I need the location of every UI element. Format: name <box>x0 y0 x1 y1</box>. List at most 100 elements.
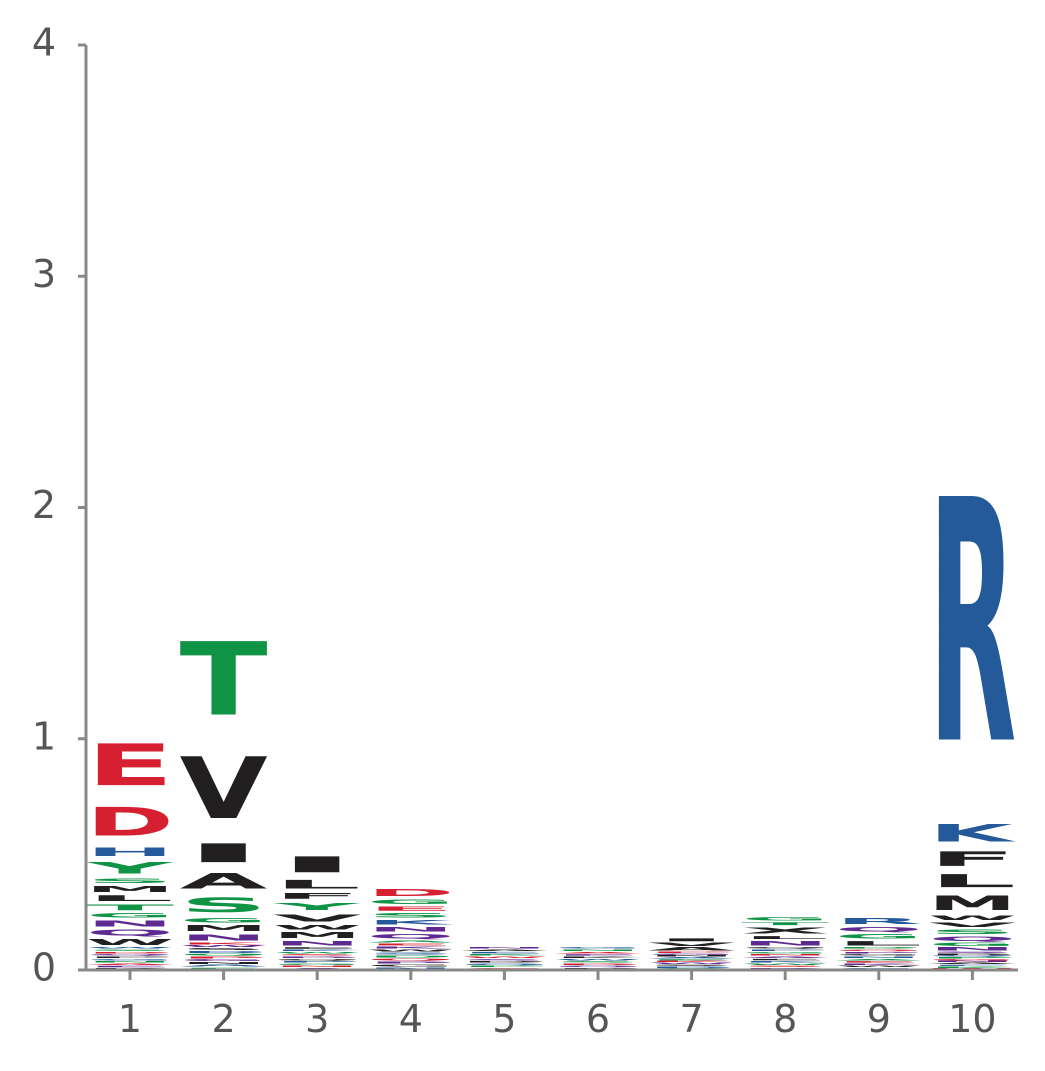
noise-letter: K <box>928 966 1016 968</box>
letter-V: V <box>648 942 736 947</box>
noise-letter: P <box>367 961 455 964</box>
x-tick-label: 3 <box>305 997 329 1041</box>
letter-Q: Q <box>928 935 1016 942</box>
noise-letter: A <box>741 956 829 958</box>
letter-F: F <box>928 847 1016 870</box>
noise-letter: G <box>180 959 268 962</box>
x-tick-label: 1 <box>118 997 142 1041</box>
letter-E: E <box>367 905 455 912</box>
noise-letter: A <box>554 951 642 953</box>
y-tick-label: 1 <box>32 714 56 758</box>
letter-R: R <box>928 429 1016 818</box>
noise-letter: G <box>928 959 1016 961</box>
logo-letters: KEANGPQDSWWQNGTLMSYHDEEANGPQDSWKNMGSAIVT… <box>86 429 1017 970</box>
noise-letter: A <box>928 963 1016 965</box>
x-axis-ticks: 1 2 3 4 5 6 7 8 9 10 <box>118 970 997 1041</box>
noise-letter: N <box>835 956 923 958</box>
noise-letter: G <box>741 952 829 954</box>
letter-Y: Y <box>273 901 362 913</box>
letter-K: K <box>928 820 1016 848</box>
noise-letter: A <box>460 949 548 951</box>
noise-letter: A <box>86 963 174 965</box>
noise-letter: S <box>928 952 1016 954</box>
letter-Q: Q <box>86 929 174 938</box>
letter-G: G <box>835 933 923 940</box>
noise-letter: P <box>835 952 923 954</box>
noise-letter: S <box>554 961 642 963</box>
letter-T: T <box>180 622 268 739</box>
noise-letter: Q <box>554 965 642 967</box>
noise-letter: G <box>835 954 923 956</box>
letter-S: S <box>367 912 455 919</box>
letter-N: N <box>928 947 1016 952</box>
x-tick-label: 10 <box>948 997 996 1041</box>
letter-N: N <box>273 940 361 947</box>
noise-letter: N <box>86 961 174 963</box>
noise-letter: S <box>273 954 361 956</box>
letter-W: W <box>86 938 174 947</box>
noise-letter: P <box>648 952 736 954</box>
letter-M: M <box>86 884 174 893</box>
x-tick-label: 8 <box>773 997 797 1041</box>
noise-letter: E <box>741 958 829 960</box>
letter-I: I <box>180 838 268 868</box>
letter-T: T <box>86 903 174 912</box>
y-tick-label: 2 <box>32 483 56 527</box>
noise-letter: G <box>273 963 361 965</box>
letter-I: I <box>648 938 736 943</box>
noise-letter: E <box>835 961 923 963</box>
noise-letter: K <box>273 949 361 951</box>
letter-V: V <box>928 921 1016 928</box>
noise-letter: A <box>180 964 268 967</box>
noise-letter: P <box>741 949 829 951</box>
noise-letter: E <box>367 943 455 946</box>
x-tick-label: 5 <box>492 997 516 1041</box>
letter-Q: Q <box>367 933 455 940</box>
noise-letter: K <box>367 946 455 949</box>
x-tick-label: 6 <box>586 997 610 1041</box>
letter-S: S <box>928 928 1016 935</box>
y-tick-label: 3 <box>32 252 56 296</box>
letter-L: L <box>928 871 1016 892</box>
y-axis-ticks: 0 1 2 3 4 <box>32 21 86 990</box>
noise-letter: G <box>648 953 736 955</box>
noise-letter: E <box>86 965 174 967</box>
noise-letter: Q <box>180 953 268 956</box>
noise-letter: K <box>648 961 736 963</box>
letter-A: A <box>648 947 736 952</box>
noise-letter: Q <box>835 949 923 951</box>
noise-letter: P <box>180 956 268 959</box>
y-tick-label: 0 <box>32 946 56 990</box>
noise-letter: A <box>367 940 455 943</box>
noise-letter: D <box>554 963 642 965</box>
y-tick-label: 4 <box>32 21 56 65</box>
noise-letter: P <box>86 956 174 958</box>
noise-letter: D <box>835 947 923 949</box>
noise-letter: N <box>648 955 736 957</box>
noise-letter: W <box>835 965 923 967</box>
noise-letter: W <box>86 947 174 949</box>
noise-letter: N <box>741 954 829 956</box>
noise-letter: K <box>180 942 268 945</box>
letter-Y: Y <box>86 859 174 878</box>
letter-X: X <box>741 926 829 935</box>
noise-letter: W <box>367 949 455 952</box>
letter-W: W <box>273 924 361 931</box>
letter-E: E <box>86 732 174 799</box>
noise-letter: Q <box>273 958 361 960</box>
letter-W: W <box>928 915 1016 922</box>
noise-letter: D <box>460 961 548 963</box>
noise-letter: W <box>460 956 548 958</box>
letter-T: T <box>741 921 829 926</box>
noise-letter: E <box>554 954 642 956</box>
letter-G: G <box>86 912 174 919</box>
noise-letter: N <box>180 962 268 965</box>
letter-G: G <box>367 898 455 905</box>
letter-H: H <box>86 845 174 859</box>
noise-letter: E <box>648 959 736 961</box>
noise-letter: Q <box>741 947 829 949</box>
noise-letter: D <box>180 951 268 954</box>
noise-letter: G <box>86 958 174 960</box>
noise-letter: A <box>835 958 923 960</box>
